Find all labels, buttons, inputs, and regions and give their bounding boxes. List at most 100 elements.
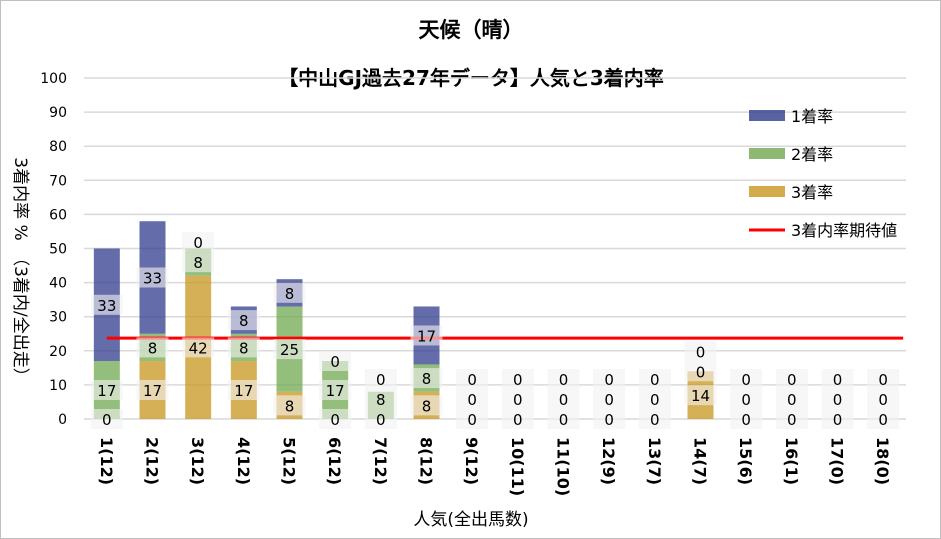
data-label: 0 — [833, 371, 843, 389]
data-label-bg — [547, 369, 580, 389]
data-label: 17 — [143, 382, 162, 400]
data-label-bg — [182, 232, 215, 253]
data-label: 33 — [97, 297, 116, 315]
data-label-bg — [227, 337, 260, 358]
data-label-bg — [273, 395, 306, 416]
data-label-bg — [867, 409, 900, 429]
data-label: 0 — [604, 391, 614, 409]
x-tick-label: 8(12) — [417, 437, 436, 485]
data-label-bg — [501, 369, 534, 389]
data-label: 0 — [741, 391, 751, 409]
x-tick-label: 7(12) — [371, 437, 390, 485]
data-label: 0 — [467, 371, 477, 389]
data-label: 0 — [696, 343, 706, 361]
x-tick-label: 15(6) — [736, 437, 755, 485]
data-label-bg — [684, 341, 717, 362]
legend-swatch — [749, 148, 785, 159]
x-tick-label: 3(12) — [188, 437, 207, 485]
data-label: 0 — [513, 371, 523, 389]
data-label: 0 — [696, 363, 706, 381]
x-tick-label: 10(11) — [508, 437, 527, 496]
x-tick-label: 5(12) — [280, 437, 299, 485]
data-label-bg — [638, 369, 671, 389]
data-label-bg — [456, 409, 489, 429]
y-tick-label: 60 — [49, 207, 67, 223]
data-label-bg — [730, 409, 763, 429]
data-label-bg — [410, 395, 443, 416]
data-label-bg — [593, 409, 626, 429]
data-label: 0 — [878, 391, 888, 409]
data-label: 17 — [97, 382, 116, 400]
data-label-bg — [136, 267, 169, 288]
y-tick-label: 10 — [49, 378, 67, 394]
y-tick-label: 20 — [49, 344, 67, 360]
x-tick-label: 16(1) — [782, 437, 801, 485]
data-label-bg — [227, 310, 260, 331]
data-label: 17 — [417, 327, 436, 345]
data-label-bg — [867, 389, 900, 409]
x-tick-label: 2(12) — [143, 437, 162, 485]
data-label: 8 — [376, 391, 386, 409]
data-label: 0 — [787, 371, 797, 389]
data-label: 0 — [878, 411, 888, 429]
x-tick-label: 18(0) — [873, 437, 892, 485]
data-label-bg — [364, 409, 397, 429]
legend-swatch — [749, 186, 785, 197]
data-label: 0 — [787, 391, 797, 409]
data-label-bg — [456, 389, 489, 409]
data-label-bg — [136, 337, 169, 358]
data-label: 17 — [234, 382, 253, 400]
x-axis-label: 人気(全出馬数) — [413, 510, 528, 530]
data-label: 0 — [650, 411, 660, 429]
x-tick-label: 9(12) — [462, 437, 481, 485]
data-label-bg — [182, 337, 215, 358]
data-label: 0 — [376, 411, 386, 429]
data-label: 0 — [741, 371, 751, 389]
data-label-bg — [775, 409, 808, 429]
data-label-bg — [593, 389, 626, 409]
data-label: 0 — [650, 391, 660, 409]
data-label: 8 — [285, 397, 295, 415]
legend-swatch — [749, 110, 785, 121]
data-label-bg — [364, 369, 397, 389]
x-tick-label: 11(10) — [554, 437, 573, 496]
data-label-bg — [638, 409, 671, 429]
data-label: 42 — [189, 339, 208, 357]
data-label-bg — [547, 389, 580, 409]
data-label-bg — [867, 369, 900, 389]
x-tick-label: 12(9) — [599, 437, 618, 485]
y-tick-label: 40 — [49, 276, 67, 292]
data-label-bg — [821, 389, 854, 409]
data-label: 14 — [691, 387, 710, 405]
x-tick-label: 13(7) — [645, 437, 664, 485]
data-label-bg — [821, 409, 854, 429]
legend-label: 3着内率期待値 — [791, 221, 897, 240]
data-label-bg — [501, 389, 534, 409]
data-label: 0 — [741, 411, 751, 429]
data-label-bg — [638, 389, 671, 409]
data-label-bg — [547, 409, 580, 429]
data-label: 0 — [650, 371, 660, 389]
data-label: 17 — [326, 382, 345, 400]
data-label-bg — [319, 380, 352, 401]
data-label-bg — [319, 351, 352, 372]
data-label-bg — [90, 294, 123, 315]
data-label: 0 — [787, 411, 797, 429]
data-label-bg — [456, 369, 489, 389]
data-label-bg — [775, 389, 808, 409]
y-axis-label: 3着内率 % （3着内/全出走） — [10, 157, 30, 384]
chart-title: 天候（晴） — [419, 18, 524, 42]
data-label: 0 — [878, 371, 888, 389]
data-label: 33 — [143, 269, 162, 287]
data-label-bg — [319, 409, 352, 429]
data-label-bg — [90, 409, 123, 429]
data-label-bg — [501, 409, 534, 429]
data-label-bg — [364, 389, 397, 409]
data-label-bg — [182, 252, 215, 273]
legend-label: 1着率 — [791, 107, 833, 126]
x-tick-label: 1(12) — [97, 437, 116, 485]
data-label-bg — [593, 369, 626, 389]
y-tick-label: 50 — [49, 242, 67, 258]
